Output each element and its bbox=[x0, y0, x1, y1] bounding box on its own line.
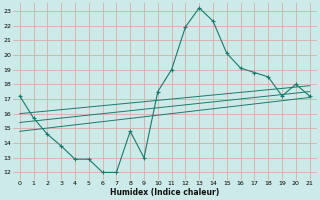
X-axis label: Humidex (Indice chaleur): Humidex (Indice chaleur) bbox=[110, 188, 219, 197]
